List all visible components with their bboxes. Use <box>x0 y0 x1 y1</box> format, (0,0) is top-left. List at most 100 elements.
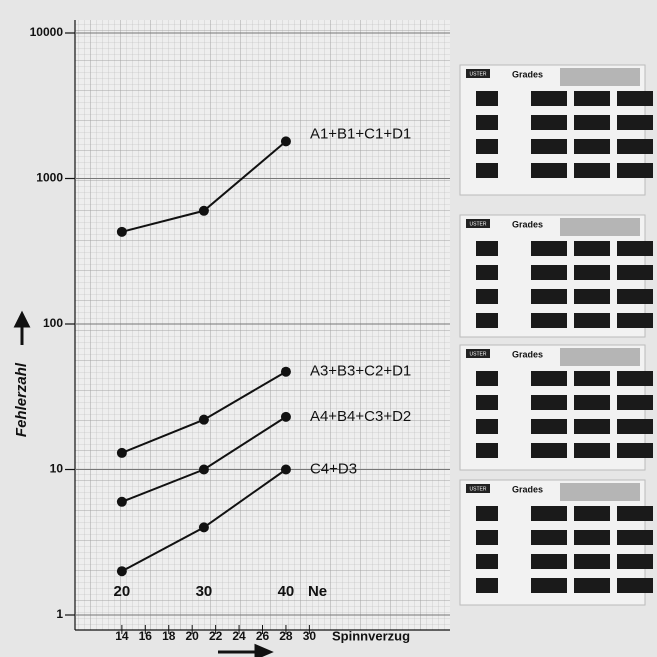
grade-cell <box>617 395 653 410</box>
grade-cell <box>617 265 653 280</box>
data-point <box>116 566 127 577</box>
grade-cell <box>476 241 498 256</box>
data-point <box>280 464 291 475</box>
badge-bg <box>466 484 490 493</box>
grade-cell <box>476 313 498 328</box>
x-tick-label: 18 <box>162 629 176 643</box>
grade-cell <box>617 530 653 545</box>
grade-cell <box>574 265 610 280</box>
grade-cell <box>476 554 498 569</box>
grade-cell <box>617 506 653 521</box>
grade-cell <box>574 115 610 130</box>
grade-cell <box>476 163 498 178</box>
grade-cell <box>476 371 498 386</box>
grade-cell <box>531 241 567 256</box>
grade-cell <box>531 139 567 154</box>
badge-bg <box>466 69 490 78</box>
x-tick-label: 26 <box>256 629 270 643</box>
grade-cell <box>574 443 610 458</box>
grade-cell <box>531 443 567 458</box>
grade-cell <box>574 578 610 593</box>
grade-cell <box>574 530 610 545</box>
grade-cell <box>531 395 567 410</box>
grade-cell <box>531 530 567 545</box>
grade-cell <box>617 578 653 593</box>
data-point <box>198 205 209 216</box>
data-point <box>116 496 127 507</box>
x-tick-label: 16 <box>139 629 153 643</box>
badge-bg <box>466 349 490 358</box>
grade-cell <box>617 419 653 434</box>
y-tick-label: 10 <box>50 462 64 476</box>
data-point <box>116 447 127 458</box>
y-tick-label: 10000 <box>30 25 64 39</box>
thumbnails: USTER Grades USTER Grades USTER Grades USTER Gr… <box>459 64 653 606</box>
grade-cell <box>574 241 610 256</box>
grade-cell <box>617 371 653 386</box>
grade-cell <box>476 139 498 154</box>
badge: USTER <box>470 351 487 357</box>
grade-cell <box>617 289 653 304</box>
grade-cell <box>476 578 498 593</box>
x-tick-label: 28 <box>279 629 293 643</box>
grade-cell <box>574 419 610 434</box>
grade-cell <box>574 313 610 328</box>
grade-cell <box>574 506 610 521</box>
grade-cell <box>531 578 567 593</box>
grade-cell <box>531 506 567 521</box>
grade-cell <box>531 419 567 434</box>
badge: USTER <box>470 71 487 77</box>
data-point <box>116 226 127 237</box>
grade-cell <box>574 395 610 410</box>
grade-cell <box>531 371 567 386</box>
grade-cell <box>574 554 610 569</box>
data-point <box>198 464 209 475</box>
ne-label: 30 <box>196 583 213 600</box>
x-tick-label: 22 <box>209 629 223 643</box>
y-arrow <box>13 310 31 345</box>
data-point <box>280 411 291 422</box>
series-label: A4+B4+C3+D2 <box>310 408 411 425</box>
grade-cell <box>531 313 567 328</box>
grade-cell <box>574 139 610 154</box>
badge-bg <box>466 219 490 228</box>
header-band <box>560 68 640 86</box>
series-label: A3+B3+C2+D1 <box>310 363 411 380</box>
grade-cell <box>476 506 498 521</box>
grade-cell <box>617 139 653 154</box>
grade-cell <box>531 115 567 130</box>
grade-cell <box>531 163 567 178</box>
ne-unit: Ne <box>308 583 327 600</box>
grade-cell <box>531 265 567 280</box>
grade-cell <box>476 265 498 280</box>
series-label: A1+B1+C1+D1 <box>310 125 411 142</box>
y-tick-label: 100 <box>43 316 63 330</box>
y-tick-label: 1000 <box>36 171 63 185</box>
grade-cell <box>574 163 610 178</box>
grade-cell <box>617 91 653 106</box>
data-point <box>198 522 209 533</box>
grade-cell <box>574 91 610 106</box>
grade-cell <box>531 91 567 106</box>
ne-label: 40 <box>278 583 295 600</box>
data-point <box>280 366 291 377</box>
grade-cell <box>476 91 498 106</box>
grade-cell <box>531 554 567 569</box>
grade-cell <box>617 163 653 178</box>
x-tick-label: 14 <box>115 629 129 643</box>
badge: USTER <box>470 221 487 227</box>
x-tick-label: 30 <box>303 629 317 643</box>
grade-cell <box>476 289 498 304</box>
y-axis-label: Fehlerzahl <box>13 362 30 437</box>
x-tick-label: 20 <box>186 629 200 643</box>
y-tick-label: 1 <box>56 607 63 621</box>
grade-cell <box>574 371 610 386</box>
badge: USTER <box>470 486 487 492</box>
grade-cell <box>617 313 653 328</box>
thumbnail-title: Grades <box>512 484 543 494</box>
grade-cell <box>617 443 653 458</box>
grade-cell <box>476 419 498 434</box>
grade-cell <box>531 289 567 304</box>
header-band <box>560 483 640 501</box>
